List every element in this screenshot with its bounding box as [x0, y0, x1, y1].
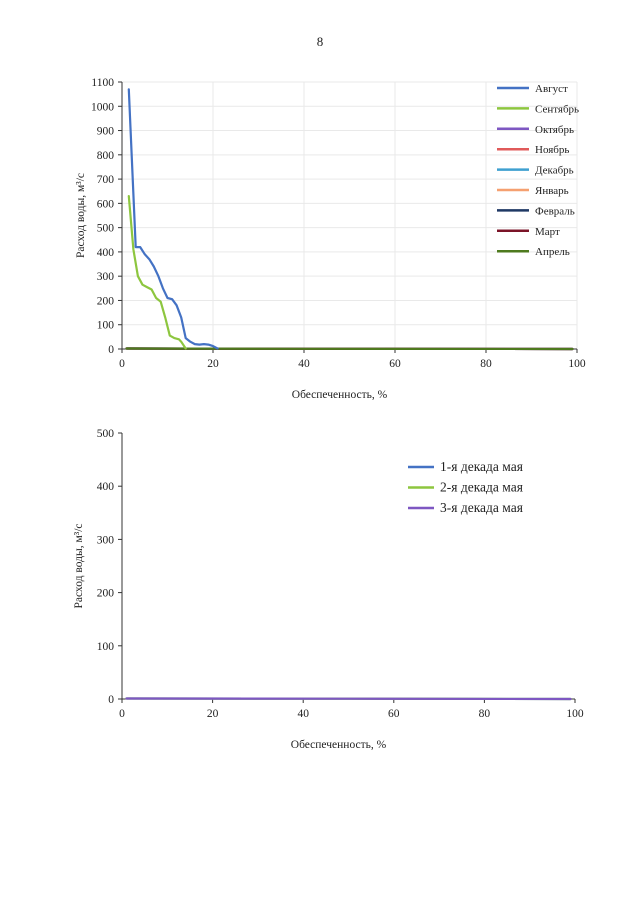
chart2-y-tick-label: 300 [97, 534, 115, 546]
chart1-y-tick-label: 700 [97, 174, 115, 186]
chart1-x-tick-label: 40 [298, 358, 310, 370]
chart1-legend-label: Октябрь [535, 124, 574, 136]
chart1-x-tick-label: 100 [568, 358, 586, 370]
chart2-x-tick-label: 80 [479, 708, 491, 720]
chart2-x-tick-label: 20 [207, 708, 219, 720]
chart1-y-tick-label: 1100 [91, 77, 114, 89]
chart1-y-tick-label: 200 [97, 295, 115, 307]
chart2-legend-label: 2-я декада мая [440, 480, 523, 495]
chart2-legend-label: 3-я декада мая [440, 500, 523, 515]
chart2-y-tick-label: 400 [97, 481, 115, 493]
chart1-y-tick-label: 100 [97, 320, 115, 332]
chart1-legend-label: Август [535, 83, 568, 95]
chart1-x-tick-label: 80 [480, 358, 492, 370]
chart1-y-tick-label: 400 [97, 247, 115, 259]
chart2-y-tick-label: 0 [108, 694, 114, 706]
chart2-y-tick-label: 200 [97, 588, 115, 600]
chart1-legend-label: Январь [535, 185, 569, 197]
chart1-y-tick-label: 1000 [91, 101, 114, 113]
chart1-y-axis-label: Расход воды, м³/с [75, 173, 87, 258]
chart1-series-line [127, 195, 187, 350]
chart1-legend-label: Март [535, 226, 560, 238]
chart1-legend-label: Ноябрь [535, 144, 569, 156]
chart2-x-tick-label: 60 [388, 708, 400, 720]
chart2-x-tick-label: 40 [297, 708, 309, 720]
chart1-y-tick-label: 900 [97, 126, 115, 138]
chart1-y-tick-label: 600 [97, 198, 115, 210]
chart2-legend-label: 1-я декада мая [440, 459, 523, 474]
chart1-legend-label: Сентябрь [535, 103, 579, 115]
page-number: 8 [316, 34, 324, 49]
chart1-x-tick-label: 60 [389, 358, 401, 370]
chart1-y-tick-label: 800 [97, 150, 115, 162]
chart2-y-tick-label: 500 [97, 428, 115, 440]
chart1-x-tick-label: 20 [207, 358, 219, 370]
chart1-y-tick-label: 0 [108, 344, 114, 356]
chart2-series-line [125, 697, 572, 701]
chart1-y-tick-label: 500 [97, 223, 115, 235]
chart2-x-axis-label: Обеспеченность, % [291, 739, 387, 751]
chart2-y-axis-label: Расход воды, м³/с [73, 523, 85, 608]
chart1-legend-label: Декабрь [535, 165, 574, 177]
chart1-series-line [125, 347, 574, 351]
chart1-legend-label: Апрель [535, 246, 570, 258]
chart1-x-tick-label: 0 [119, 358, 125, 370]
chart2-x-tick-label: 100 [566, 708, 584, 720]
chart2-y-tick-label: 100 [97, 641, 115, 653]
chart1-legend-label: Февраль [535, 205, 575, 217]
chart1-series-line [127, 88, 219, 350]
chart2-x-tick-label: 0 [119, 708, 125, 720]
chart1-y-tick-label: 300 [97, 271, 115, 283]
chart1-x-axis-label: Обеспеченность, % [292, 389, 388, 401]
